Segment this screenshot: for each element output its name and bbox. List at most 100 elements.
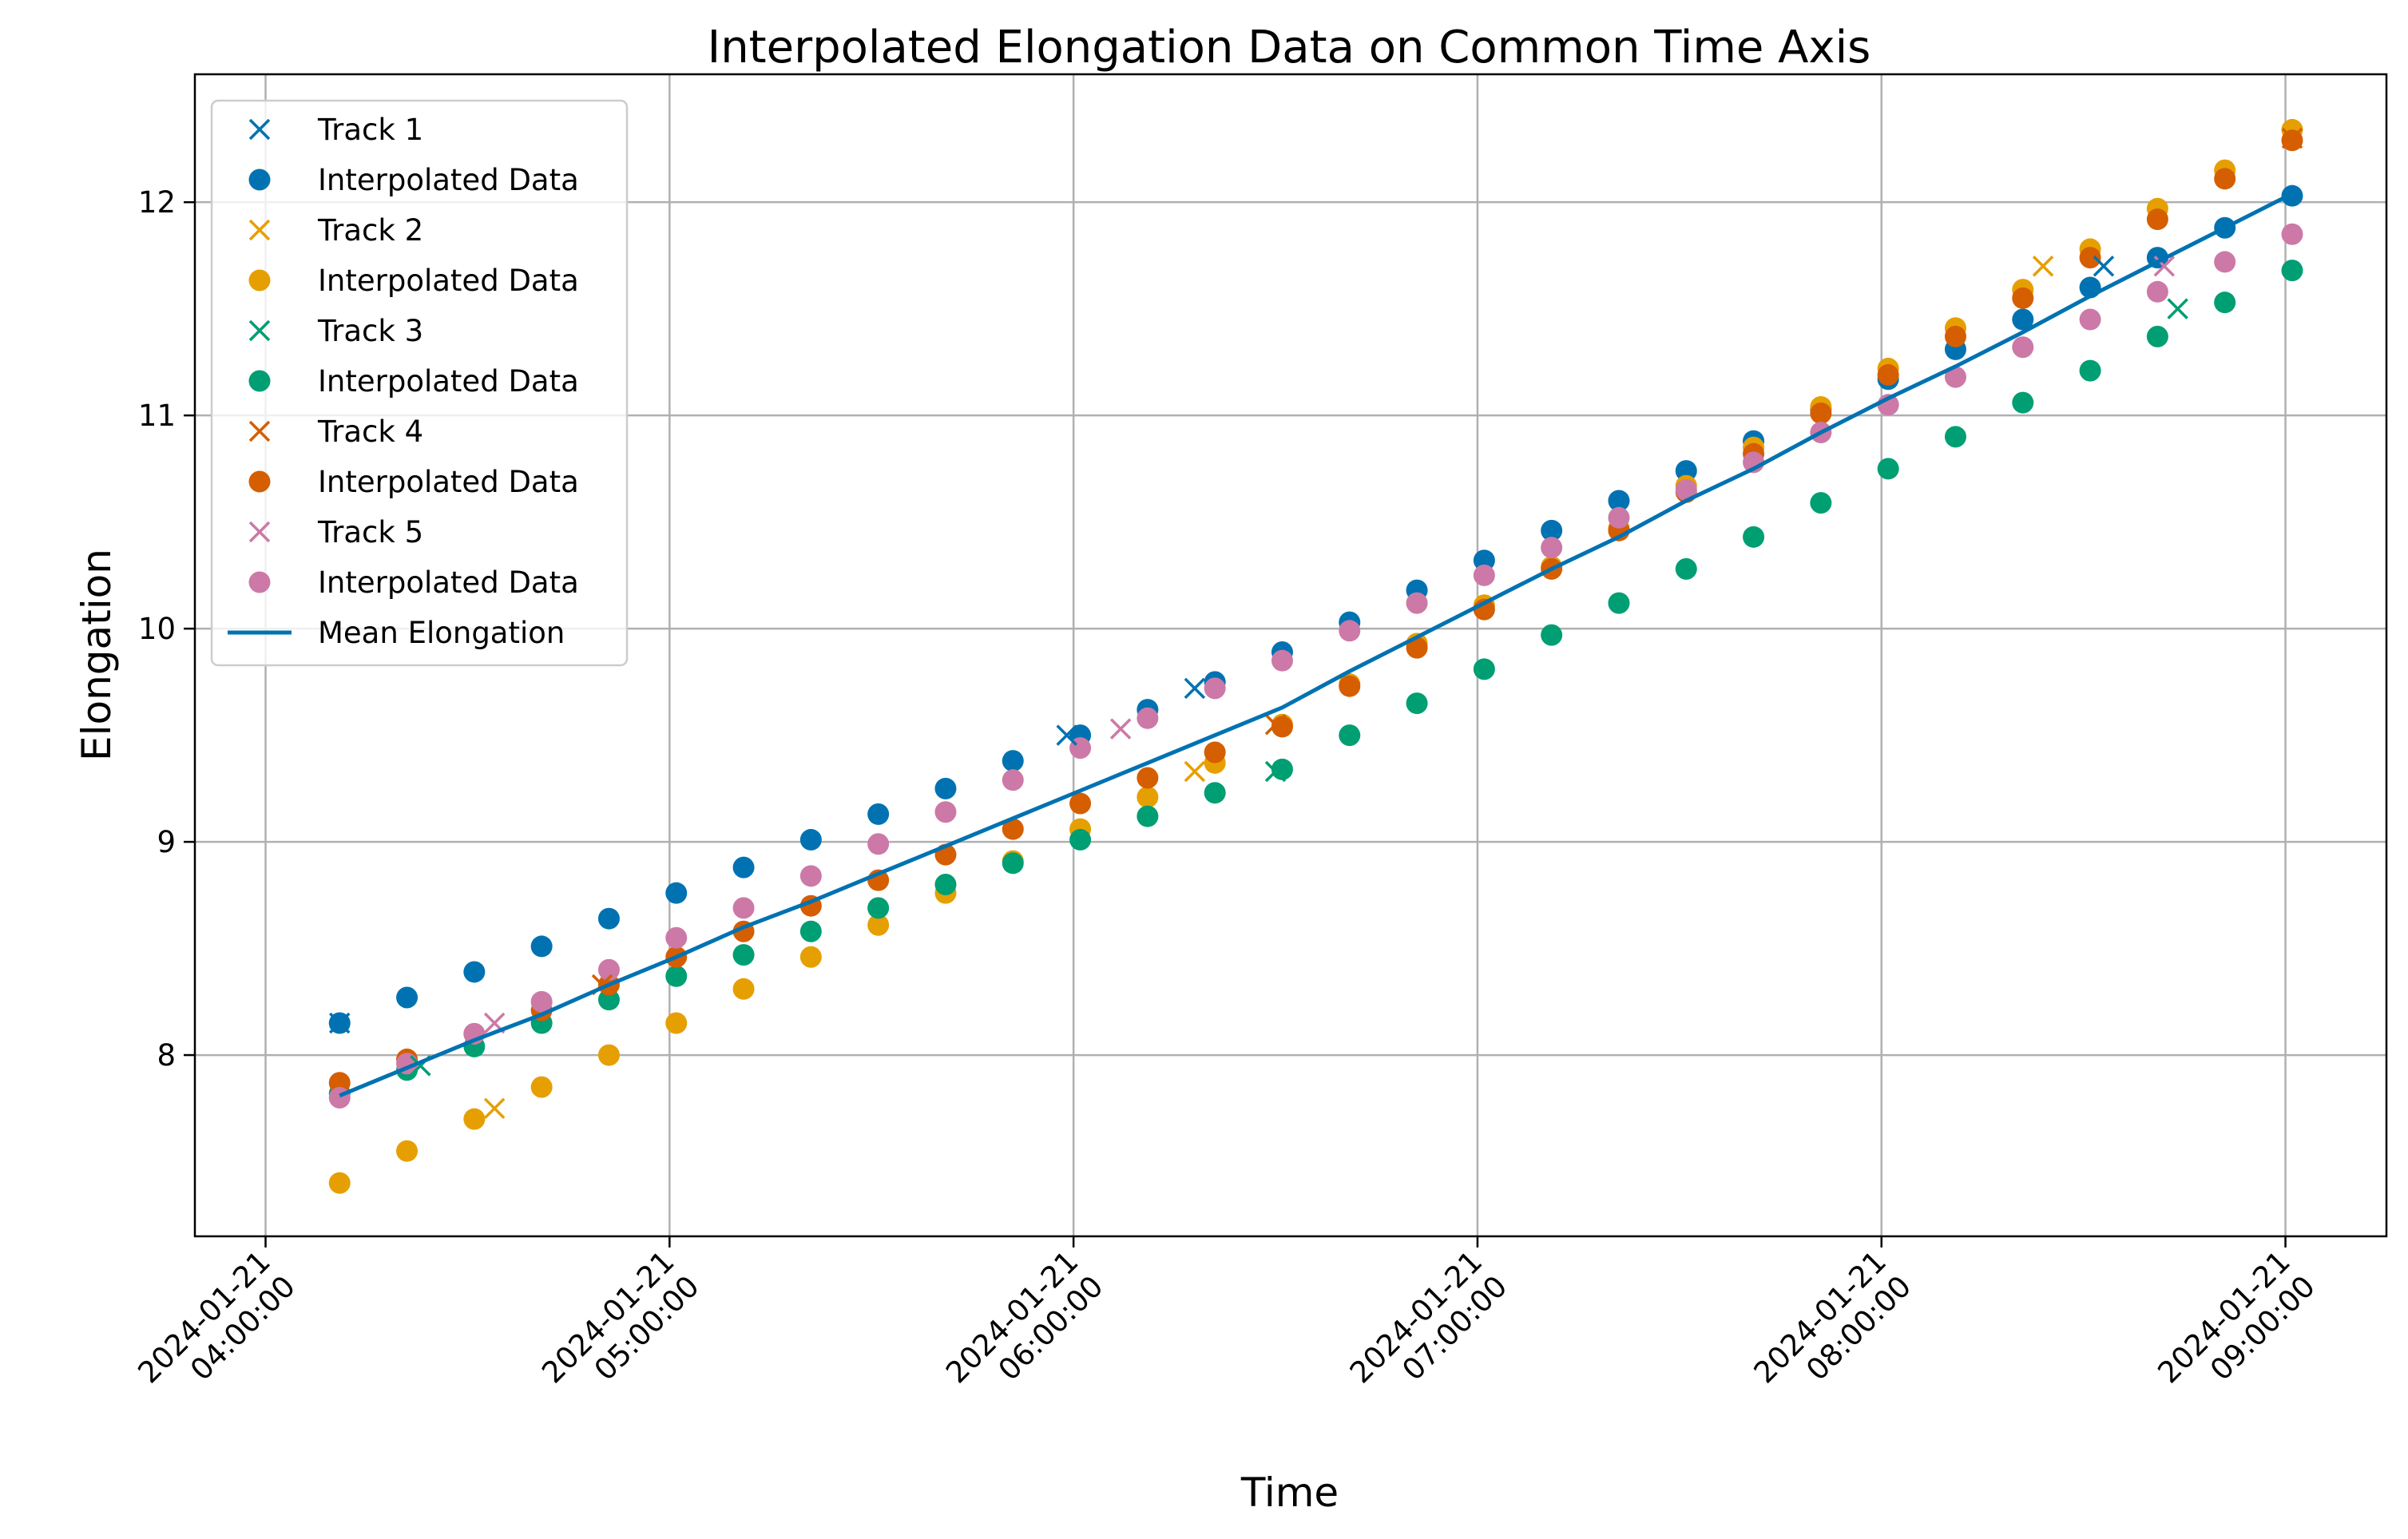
legend-marker-x	[248, 521, 271, 543]
interpolated-point-track-2	[396, 1140, 419, 1162]
interpolated-point-track-3	[1608, 592, 1630, 614]
interpolated-point-track-4	[2079, 247, 2101, 269]
interpolated-point-track-5	[530, 990, 553, 1013]
interpolated-point-track-2	[799, 946, 822, 968]
interpolated-point-track-5	[328, 1086, 351, 1109]
interpolated-point-track-4	[1339, 675, 1361, 697]
interpolated-point-track-5	[597, 958, 620, 981]
interpolated-point-track-4	[1137, 767, 1159, 789]
raw-point-track-3	[2167, 298, 2188, 319]
legend: Track 1 Interpolated Data Track 2 Interpola…	[210, 99, 629, 667]
interpolated-point-track-2	[530, 1076, 553, 1098]
interpolated-point-track-3	[934, 873, 957, 895]
interpolated-point-track-1	[934, 777, 957, 799]
interpolated-point-track-5	[1541, 537, 1563, 559]
plot-frame	[193, 73, 2388, 1238]
interpolated-point-track-3	[1137, 805, 1159, 827]
y-tick-label: 9	[157, 825, 176, 859]
interpolated-point-track-3	[1810, 492, 1832, 514]
legend-label: Track 5	[317, 515, 423, 549]
legend-label: Track 1	[317, 113, 423, 147]
interpolated-point-track-5	[934, 801, 957, 823]
interpolated-point-track-3	[1204, 782, 1226, 804]
interpolated-point-track-3	[2012, 391, 2034, 414]
interpolated-point-track-2	[867, 914, 890, 936]
interpolated-point-track-1	[1541, 519, 1563, 541]
interpolated-point-track-2	[665, 1012, 688, 1034]
interpolated-point-track-3	[2079, 359, 2101, 382]
legend-label: Interpolated Data	[318, 364, 579, 399]
interpolated-point-track-1	[665, 882, 688, 904]
interpolated-point-track-4	[1877, 363, 1899, 386]
interpolated-point-track-5	[1137, 707, 1159, 729]
interpolated-point-track-5	[1675, 479, 1697, 502]
interpolated-point-track-1	[396, 986, 419, 1009]
legend-label: Interpolated Data	[318, 465, 579, 499]
interpolated-point-track-5	[1271, 649, 1293, 672]
interpolated-point-track-3	[1944, 426, 1966, 448]
interpolated-point-track-1	[597, 907, 620, 930]
interpolated-point-track-3	[1406, 692, 1428, 715]
interpolated-point-track-3	[1069, 828, 1092, 851]
interpolated-point-track-5	[2146, 280, 2168, 303]
interpolated-point-track-1	[1608, 490, 1630, 512]
interpolated-point-track-4	[1944, 325, 1966, 347]
interpolated-point-track-5	[732, 897, 755, 919]
interpolated-point-track-3	[665, 965, 688, 987]
interpolated-point-track-5	[2012, 336, 2034, 359]
legend-label: Interpolated Data	[318, 565, 579, 600]
legend-marker-x	[248, 118, 271, 141]
y-tick-label: 10	[138, 612, 176, 646]
interpolated-point-track-4	[328, 1072, 351, 1094]
y-tick-label: 11	[138, 399, 176, 433]
legend-marker-dot	[248, 269, 271, 292]
interpolated-point-track-2	[328, 1172, 351, 1194]
interpolated-point-track-3	[1743, 526, 1765, 548]
interpolated-point-track-5	[2079, 308, 2101, 331]
raw-point-track-1	[1056, 724, 1077, 746]
interpolated-point-track-4	[2214, 168, 2236, 190]
interpolated-point-track-1	[2012, 308, 2034, 331]
interpolated-point-track-3	[799, 920, 822, 942]
legend-label: Track 3	[317, 314, 423, 348]
interpolated-point-track-4	[2012, 287, 2034, 309]
interpolated-point-track-5	[1002, 769, 1024, 791]
interpolated-point-track-4	[1406, 637, 1428, 659]
interpolated-point-track-5	[867, 833, 890, 855]
raw-point-track-3	[1264, 760, 1287, 783]
legend-label: Interpolated Data	[318, 264, 579, 298]
mean-elongation-line	[339, 192, 2294, 1098]
interpolated-point-track-1	[799, 828, 822, 851]
interpolated-point-track-5	[1944, 366, 1966, 388]
interpolated-point-track-4	[1002, 818, 1024, 840]
raw-point-track-2	[483, 1097, 506, 1120]
interpolated-point-track-4	[1810, 402, 1832, 424]
raw-point-track-1	[329, 1012, 351, 1034]
legend-marker-dot	[248, 571, 271, 593]
interpolated-point-track-3	[1675, 557, 1697, 580]
legend-marker-dot	[248, 470, 271, 493]
interpolated-point-track-3	[2281, 260, 2303, 282]
interpolated-point-track-3	[1339, 724, 1361, 747]
interpolated-point-track-5	[2214, 251, 2236, 273]
interpolated-point-track-3	[732, 944, 755, 966]
raw-point-track-2	[1184, 760, 1206, 783]
legend-label: Track 4	[317, 414, 423, 449]
interpolated-point-track-1	[1675, 460, 1697, 482]
legend-box	[210, 99, 629, 667]
interpolated-point-track-3	[2214, 292, 2236, 314]
legend-marker-x	[248, 219, 271, 241]
chart-title: Interpolated Elongation Data on Common T…	[708, 22, 1871, 73]
interpolated-point-track-3	[597, 989, 620, 1011]
legend-label: Mean Elongation	[318, 616, 565, 650]
interpolated-point-track-3	[1473, 658, 1495, 680]
interpolated-point-track-3	[1877, 458, 1899, 480]
interpolated-point-track-2	[463, 1108, 486, 1130]
raw-point-track-4	[1264, 714, 1287, 736]
interpolated-point-track-1	[530, 935, 553, 958]
interpolated-point-track-1	[463, 961, 486, 983]
interpolated-point-track-1	[1002, 750, 1024, 772]
legend-label: Interpolated Data	[318, 163, 579, 197]
interpolated-point-track-5	[2281, 223, 2303, 245]
